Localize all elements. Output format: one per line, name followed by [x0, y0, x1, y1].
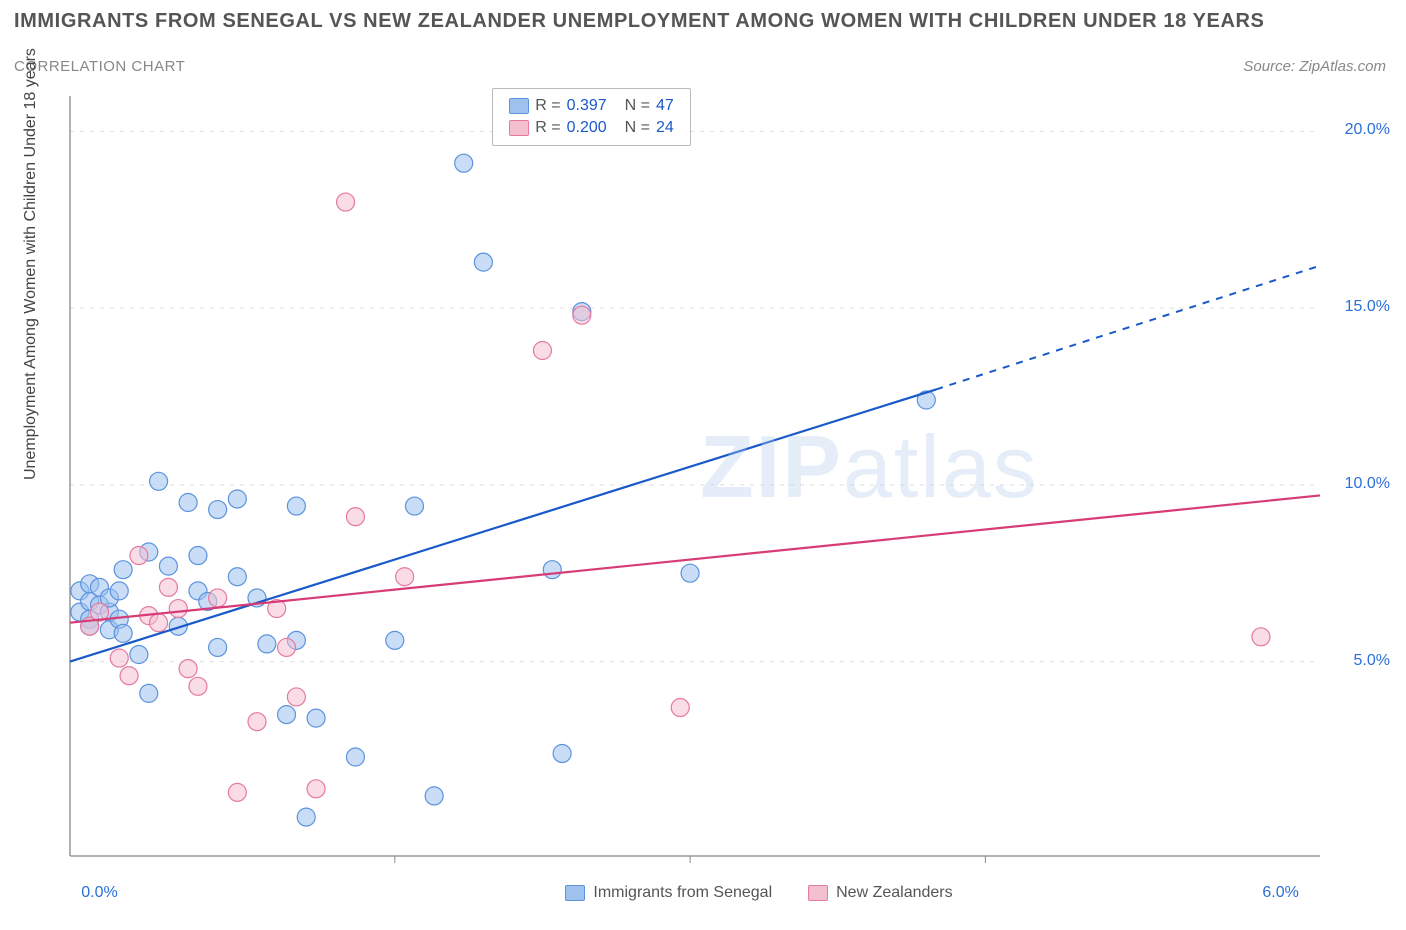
- legend-r-value: 0.200: [567, 117, 619, 139]
- series-legend: Immigrants from Senegal New Zealanders: [565, 884, 980, 902]
- legend-swatch-senegal: [509, 98, 529, 114]
- scatter-chart: [60, 86, 1390, 876]
- source-attribution: Source: ZipAtlas.com: [1243, 58, 1386, 75]
- legend-r-label: R =: [535, 95, 560, 117]
- y-tick-label: 15.0%: [1330, 298, 1390, 316]
- legend-r-label: R =: [535, 117, 560, 139]
- legend-swatch-nz: [808, 885, 828, 901]
- legend-n-label: N =: [625, 95, 650, 117]
- x-tick-label: 6.0%: [1262, 884, 1298, 902]
- legend-n-value: 47: [656, 95, 674, 117]
- legend-n-label: N =: [625, 117, 650, 139]
- legend-label-nz: New Zealanders: [836, 884, 953, 902]
- legend-swatch-senegal: [565, 885, 585, 901]
- y-tick-label: 5.0%: [1330, 652, 1390, 670]
- root: IMMIGRANTS FROM SENEGAL VS NEW ZEALANDER…: [0, 0, 1406, 930]
- source-prefix: Source:: [1243, 58, 1299, 75]
- legend-row-nz: R = 0.200 N = 24: [509, 117, 673, 139]
- legend-n-value: 24: [656, 117, 674, 139]
- source-name: ZipAtlas.com: [1299, 58, 1386, 75]
- legend-label-senegal: Immigrants from Senegal: [593, 884, 772, 902]
- legend-row-senegal: R = 0.397 N = 47: [509, 95, 673, 117]
- legend-swatch-nz: [509, 120, 529, 136]
- page-title: IMMIGRANTS FROM SENEGAL VS NEW ZEALANDER…: [14, 10, 1265, 33]
- x-tick-label: 0.0%: [81, 884, 117, 902]
- legend-r-value: 0.397: [567, 95, 619, 117]
- y-tick-label: 10.0%: [1330, 475, 1390, 493]
- chart-area: ZIPatlas R =0.397N =47R =0.200N =24 Immi…: [60, 86, 1390, 876]
- correlation-legend: R = 0.397 N = 47 R = 0.200 N = 24: [492, 88, 690, 146]
- y-axis-label: Unemployment Among Women with Children U…: [22, 48, 40, 480]
- y-tick-label: 20.0%: [1330, 121, 1390, 139]
